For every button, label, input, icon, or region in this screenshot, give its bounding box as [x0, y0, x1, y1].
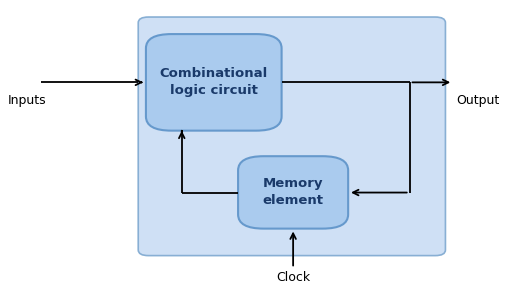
FancyBboxPatch shape: [146, 34, 282, 131]
Text: Output: Output: [457, 94, 500, 107]
Text: Clock: Clock: [276, 271, 310, 284]
FancyBboxPatch shape: [238, 156, 348, 229]
Text: Memory
element: Memory element: [263, 178, 324, 207]
FancyBboxPatch shape: [138, 17, 445, 256]
Text: Inputs: Inputs: [8, 94, 46, 107]
Text: Combinational
logic circuit: Combinational logic circuit: [160, 67, 268, 97]
